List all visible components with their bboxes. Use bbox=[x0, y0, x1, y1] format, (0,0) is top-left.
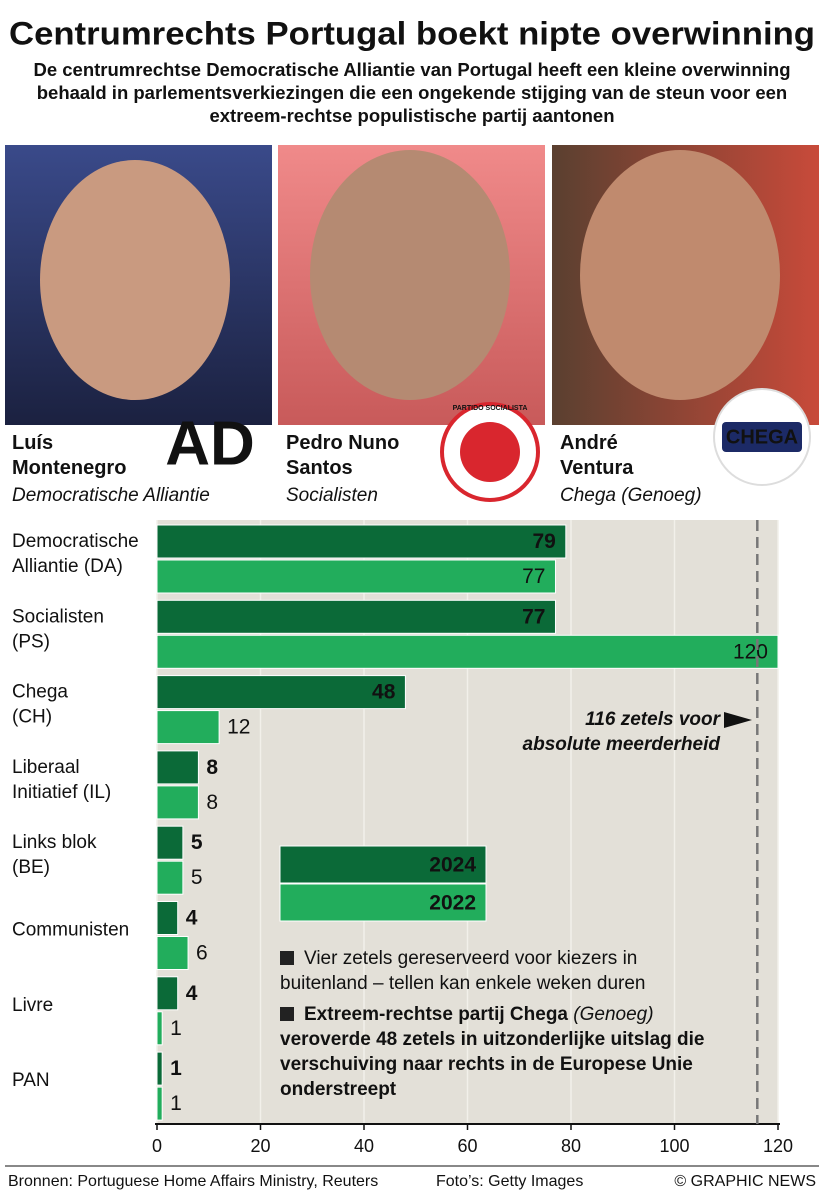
category-label: Communisten bbox=[12, 920, 129, 941]
copyright: © GRAPHIC NEWS bbox=[674, 1173, 816, 1190]
reference-arrow bbox=[724, 712, 752, 728]
bar bbox=[156, 785, 199, 820]
person-party: Democratische Alliantie bbox=[12, 485, 210, 506]
notes-box: Vier zetels gereserveerd voor kiezers in… bbox=[280, 946, 720, 1102]
legend-swatch bbox=[279, 845, 487, 884]
bar bbox=[156, 976, 179, 1011]
sources: Bronnen: Portuguese Home Affairs Ministr… bbox=[8, 1173, 378, 1190]
person-name: André Ventura bbox=[560, 432, 634, 479]
person-name: Pedro Nuno Santos bbox=[286, 432, 399, 479]
value-label: 8 bbox=[206, 791, 218, 814]
person-party: Chega (Genoeg) bbox=[560, 485, 702, 506]
bar bbox=[156, 634, 779, 669]
subtitle: De centrumrechtse Democratische Allianti… bbox=[33, 59, 791, 126]
bar bbox=[156, 1051, 163, 1086]
value-label: 77 bbox=[522, 605, 545, 628]
value-label: 12 bbox=[227, 716, 250, 739]
value-label: 5 bbox=[191, 866, 203, 889]
category-label: Chega (CH) bbox=[12, 682, 68, 728]
ps-logo-inner bbox=[460, 422, 520, 482]
person-party: Socialisten bbox=[286, 485, 378, 506]
category-label: PAN bbox=[12, 1070, 50, 1091]
value-label: 1 bbox=[170, 1057, 182, 1080]
note: Extreem-rechtse partij Chega (Genoeg) ve… bbox=[280, 1002, 720, 1102]
value-label: 77 bbox=[522, 565, 545, 588]
title: Centrumrechts Portugal boekt nipte overw… bbox=[9, 15, 815, 51]
x-tick-label: 80 bbox=[561, 1136, 581, 1156]
bar bbox=[156, 1086, 163, 1121]
category-label: Liberaal Initiatief (IL) bbox=[12, 757, 111, 803]
bar bbox=[156, 1011, 163, 1046]
bar bbox=[156, 599, 556, 634]
bar bbox=[156, 710, 220, 745]
photo-face bbox=[40, 160, 230, 400]
x-tick-label: 120 bbox=[763, 1136, 793, 1156]
photo-face bbox=[580, 150, 780, 400]
ad-logo: AD bbox=[165, 409, 255, 478]
x-tick-label: 100 bbox=[659, 1136, 689, 1156]
bar bbox=[156, 825, 184, 860]
photo-face bbox=[310, 150, 510, 400]
legend-label: 2024 bbox=[429, 854, 476, 877]
chega-logo-text: CHEGA bbox=[726, 426, 798, 448]
value-label: 8 bbox=[206, 756, 218, 779]
chega-logo-band bbox=[722, 422, 802, 452]
bar bbox=[156, 675, 406, 710]
value-label: 120 bbox=[733, 640, 768, 663]
category-label: Socialisten (PS) bbox=[12, 606, 104, 652]
note-bullet bbox=[280, 1007, 294, 1021]
x-tick-label: 40 bbox=[354, 1136, 374, 1156]
person-name: Luís Montenegro bbox=[12, 432, 126, 479]
value-label: 6 bbox=[196, 942, 208, 965]
category-label: Livre bbox=[12, 995, 53, 1016]
subtitle-box: De centrumrechtse Democratische Allianti… bbox=[33, 59, 791, 126]
value-label: 4 bbox=[186, 982, 198, 1005]
note-text: Vier zetels gereserveerd voor kiezers in… bbox=[280, 948, 646, 994]
note-text: Extreem-rechtse partij Chega bbox=[304, 1004, 568, 1025]
note-text: (Genoeg) bbox=[573, 1004, 654, 1025]
notes: Vier zetels gereserveerd voor kiezers in… bbox=[280, 946, 720, 1102]
note-bullet bbox=[280, 951, 294, 965]
value-label: 5 bbox=[191, 831, 203, 854]
legend-label: 2022 bbox=[429, 892, 476, 915]
bar bbox=[156, 559, 556, 594]
value-label: 1 bbox=[170, 1092, 182, 1115]
photo-credit: Foto’s: Getty Images bbox=[436, 1173, 583, 1190]
reference-label: 116 zetels voor absolute meerderheid bbox=[523, 709, 722, 755]
category-label: Democratische Alliantie (DA) bbox=[12, 531, 139, 577]
note-text: veroverde 48 zetels in uitzonderlijke ui… bbox=[280, 1029, 705, 1100]
value-label: 1 bbox=[170, 1017, 182, 1040]
x-tick-label: 60 bbox=[457, 1136, 477, 1156]
value-label: 4 bbox=[186, 907, 198, 930]
bar bbox=[156, 860, 184, 895]
bar bbox=[156, 936, 189, 970]
ps-logo-text: PARTIDO SOCIALISTA bbox=[453, 405, 528, 412]
value-label: 79 bbox=[532, 530, 555, 553]
note: Vier zetels gereserveerd voor kiezers in… bbox=[280, 946, 720, 996]
bar bbox=[156, 901, 179, 935]
bar bbox=[156, 750, 199, 785]
value-label: 48 bbox=[372, 681, 396, 704]
x-tick-label: 20 bbox=[250, 1136, 270, 1156]
bar bbox=[156, 524, 567, 559]
legend-swatch bbox=[279, 883, 487, 922]
category-label: Links blok (BE) bbox=[12, 832, 97, 878]
x-tick-label: 0 bbox=[152, 1136, 162, 1156]
